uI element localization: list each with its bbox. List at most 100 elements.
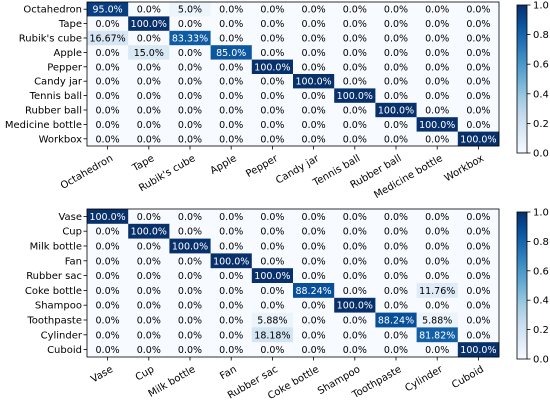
heatmap-cell	[457, 238, 500, 254]
cell-value-label: 0.0%	[425, 106, 449, 117]
heatmap-cell	[128, 74, 170, 89]
heatmap-cell	[293, 209, 335, 225]
cell-value-label: 5.0%	[178, 5, 202, 16]
cell-value-label: 0.0%	[425, 271, 449, 282]
cell-value-label: 0.0%	[302, 330, 326, 341]
cell-value-label: 0.0%	[260, 345, 284, 356]
cell-value-label: 0.0%	[466, 106, 490, 117]
cell-value-label: 0.0%	[302, 48, 326, 59]
heatmap-cell	[457, 2, 500, 17]
heatmap-frame	[86, 208, 500, 358]
cell-value-label: 0.0%	[219, 301, 243, 312]
cell-value-label: 0.0%	[384, 62, 408, 73]
heatmap-cell	[375, 2, 417, 17]
heatmap-cell	[210, 209, 253, 225]
heatmap-cell	[334, 16, 376, 32]
y-tick-label: Rubik's cube	[19, 34, 82, 45]
cell-value-label: 0.0%	[219, 134, 243, 145]
cell-value-label: 0.0%	[178, 227, 202, 238]
colorbar-tick-label: 0.0	[533, 355, 549, 366]
y-tick-label: Coke bottle	[25, 286, 82, 297]
heatmap-cell	[457, 342, 500, 358]
heatmap-cell	[251, 45, 294, 60]
heatmap-cell	[210, 16, 253, 32]
heatmap-cell	[334, 223, 376, 239]
cell-value-label: 0.0%	[343, 120, 367, 131]
cell-value-label: 0.0%	[137, 242, 161, 253]
heatmap-cell	[293, 297, 335, 313]
cell-value-label: 0.0%	[137, 256, 161, 267]
x-tick-label: Tape	[130, 153, 156, 175]
heatmap-cell	[169, 209, 211, 225]
y-tick-label: Cup	[62, 227, 82, 238]
cell-value-label: 0.0%	[302, 120, 326, 131]
heatmap-cell	[416, 30, 459, 46]
cell-value-label: 0.0%	[343, 19, 367, 30]
heatmap-cell	[334, 45, 376, 60]
heatmap-cell	[251, 312, 294, 328]
heatmap-cell	[375, 59, 417, 75]
cell-value-label: 100.0%	[131, 227, 167, 238]
heatmap-cell	[457, 16, 500, 32]
heatmap-cell	[457, 59, 500, 75]
cell-value-label: 0.0%	[466, 316, 490, 327]
y-tick-label: Vase	[58, 212, 82, 223]
cell-value-label: 0.0%	[466, 19, 490, 30]
cell-value-label: 0.0%	[302, 212, 326, 223]
cell-value-label: 0.0%	[137, 91, 161, 102]
heatmap-cell	[87, 223, 129, 239]
heatmap-cell	[251, 297, 294, 313]
heatmap-cell	[251, 16, 294, 32]
cell-value-label: 0.0%	[137, 77, 161, 88]
cell-value-label: 0.0%	[219, 62, 243, 73]
cell-value-label: 0.0%	[466, 120, 490, 131]
heatmap-cell	[334, 102, 376, 118]
heatmap-cell	[251, 2, 294, 17]
heatmap-cell	[416, 88, 459, 104]
heatmap-cell	[210, 327, 253, 343]
colorbar-tick-label: 0.2	[533, 325, 549, 336]
cell-value-label: 0.0%	[178, 120, 202, 131]
heatmap-cell	[169, 312, 211, 328]
y-tick-label: Tape	[58, 19, 82, 30]
heatmap-cell	[128, 327, 170, 343]
heatmap-cell	[416, 16, 459, 32]
heatmap-cell	[293, 223, 335, 239]
cell-value-label: 0.0%	[302, 227, 326, 238]
cell-value-label: 0.0%	[96, 77, 120, 88]
heatmap-cell	[169, 253, 211, 269]
heatmap-cell	[334, 297, 376, 313]
cell-value-label: 0.0%	[260, 301, 284, 312]
cell-value-label: 0.0%	[178, 106, 202, 117]
cell-value-label: 0.0%	[466, 212, 490, 223]
heatmap-cell	[334, 2, 376, 17]
heatmap-cell	[293, 2, 335, 17]
cell-value-label: 0.0%	[343, 330, 367, 341]
heatmap-cell	[87, 253, 129, 269]
cell-value-label: 0.0%	[137, 212, 161, 223]
cell-value-label: 0.0%	[425, 77, 449, 88]
cell-value-label: 100.0%	[213, 256, 249, 267]
cell-value-label: 0.0%	[219, 212, 243, 223]
heatmap-cell	[128, 283, 170, 299]
heatmap-cell	[87, 30, 129, 46]
cell-value-label: 0.0%	[137, 134, 161, 145]
heatmap-cell	[128, 297, 170, 313]
cell-value-label: 0.0%	[343, 227, 367, 238]
heatmap-cell	[128, 30, 170, 46]
heatmap-cell	[169, 16, 211, 32]
heatmap-cell	[87, 327, 129, 343]
heatmap-cell	[87, 312, 129, 328]
cell-value-label: 100.0%	[172, 242, 208, 253]
y-tick-label: Fan	[65, 256, 82, 267]
colorbar-tick-label: 0.2	[533, 119, 549, 130]
cell-value-label: 0.0%	[260, 19, 284, 30]
cell-value-label: 0.0%	[137, 301, 161, 312]
heatmap-cell	[293, 312, 335, 328]
cell-value-label: 0.0%	[384, 242, 408, 253]
heatmap-cell	[375, 117, 417, 132]
cell-value-label: 11.76%	[419, 286, 455, 297]
y-tick-label: Cylinder	[41, 330, 83, 341]
cell-value-label: 0.0%	[425, 5, 449, 16]
